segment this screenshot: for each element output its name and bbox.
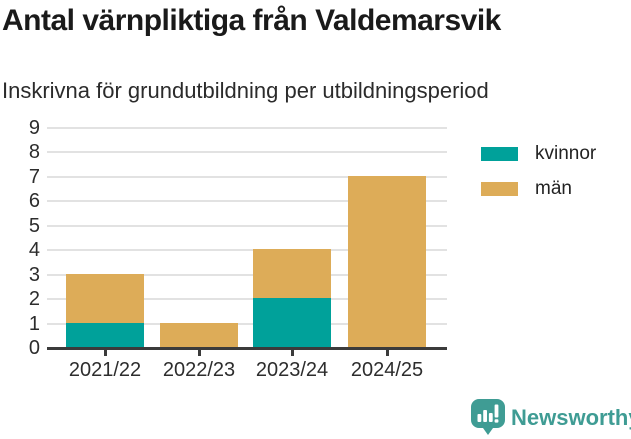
legend-item-män: män <box>481 178 596 200</box>
chart-subtitle: Inskrivna för grundutbildning per utbild… <box>2 78 489 103</box>
gridline <box>47 200 447 202</box>
x-axis-line <box>47 346 447 350</box>
x-axis-category-label: 2024/25 <box>350 359 424 381</box>
x-axis-category-label: 2022/23 <box>162 359 236 381</box>
gridline <box>47 273 447 276</box>
gridline <box>47 151 447 153</box>
gridline <box>47 175 447 178</box>
y-axis-tick-label: 7 <box>28 165 40 188</box>
y-axis-tick-label: 2 <box>28 288 40 310</box>
y-axis-tick-label: 6 <box>28 190 40 212</box>
bar-segment-män <box>66 273 144 323</box>
x-axis-tick <box>385 349 389 356</box>
chart-title: Antal värnpliktiga från Valdemarsvik <box>2 4 501 37</box>
x-axis-tick <box>103 349 107 356</box>
chart-legend: kvinnor män <box>481 143 596 200</box>
legend-item-kvinnor: kvinnor <box>481 143 596 165</box>
newsworthy-logo-text: Newsworthy <box>511 404 631 430</box>
y-axis-tick-label: 3 <box>28 263 40 286</box>
bar-segment-män <box>253 249 331 298</box>
bar-segment-kvinnor <box>66 322 144 347</box>
x-axis-tick <box>290 349 294 356</box>
y-axis-tick-label: 8 <box>28 141 40 163</box>
gridline <box>47 298 447 300</box>
y-axis-tick-label: 9 <box>28 116 40 139</box>
x-axis-category-label: 2023/24 <box>255 359 329 381</box>
gridline <box>47 322 447 325</box>
bar-segment-män <box>160 322 238 347</box>
x-axis-category-label: 2021/22 <box>68 359 142 381</box>
bar-segment-män <box>348 175 426 347</box>
y-axis-tick-label: 4 <box>28 239 40 261</box>
legend-label: kvinnor <box>535 143 597 164</box>
y-axis-tick-label: 5 <box>28 214 40 237</box>
legend-swatch <box>481 147 518 161</box>
y-axis-tick-label: 1 <box>28 312 40 335</box>
x-axis-tick <box>197 349 201 356</box>
gridline <box>47 224 447 227</box>
newsworthy-logo-icon <box>471 399 505 435</box>
legend-swatch <box>481 182 518 196</box>
legend-label: män <box>535 178 572 199</box>
gridline <box>47 126 447 129</box>
gridline <box>47 249 447 251</box>
newsworthy-branding: Newsworthy <box>471 399 631 436</box>
y-axis-tick-label: 0 <box>28 337 40 359</box>
bar-segment-kvinnor <box>253 298 331 347</box>
